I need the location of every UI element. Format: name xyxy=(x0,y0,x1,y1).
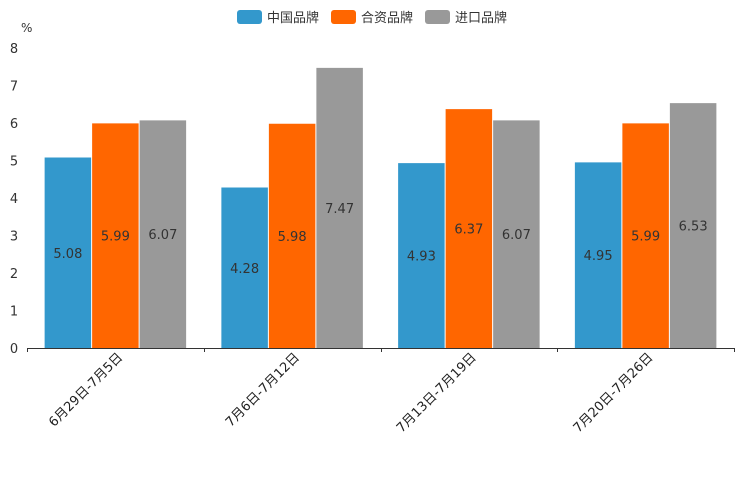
data-label: 5.98 xyxy=(278,230,307,245)
legend-swatch-china xyxy=(236,9,262,24)
bar xyxy=(44,157,92,348)
bar xyxy=(622,123,669,348)
legend-item-china[interactable]: 中国品牌 xyxy=(236,7,319,26)
legend-swatch-import xyxy=(425,9,450,24)
legend: 中国品牌 合资品牌 进口品牌 xyxy=(0,7,744,26)
data-label: 4.93 xyxy=(407,250,436,265)
y-tick-label: 5 xyxy=(10,155,18,170)
y-unit-label: % xyxy=(21,21,33,35)
bar xyxy=(669,103,717,348)
data-label: 5.08 xyxy=(53,247,82,262)
bar xyxy=(139,120,187,348)
legend-label-china: 中国品牌 xyxy=(266,11,319,26)
data-label: 5.99 xyxy=(631,230,660,245)
x-tick-label: 7月6日-7月12日 xyxy=(223,350,303,430)
legend-item-import[interactable]: 进口品牌 xyxy=(425,7,507,26)
data-label: 4.95 xyxy=(584,249,613,264)
data-label: 7.47 xyxy=(325,202,354,217)
y-tick-label: 1 xyxy=(10,305,18,320)
data-label: 4.28 xyxy=(230,262,259,277)
y-tick-label: 2 xyxy=(10,267,18,282)
data-label: 6.07 xyxy=(502,228,531,243)
y-tick-label: 4 xyxy=(10,192,18,207)
legend-item-joint[interactable]: 合资品牌 xyxy=(330,7,413,26)
data-label: 6.07 xyxy=(148,228,177,243)
x-tick-label: 7月13日-7月19日 xyxy=(394,350,480,436)
bar xyxy=(445,109,493,348)
data-label: 6.53 xyxy=(679,220,708,235)
legend-swatch-joint xyxy=(330,9,356,24)
y-tick-label: 0 xyxy=(10,342,18,357)
data-label: 6.37 xyxy=(454,223,483,238)
bar xyxy=(92,123,139,348)
bar xyxy=(493,120,540,348)
bar xyxy=(268,123,316,348)
y-tick-label: 8 xyxy=(10,42,18,57)
data-label: 5.99 xyxy=(101,230,130,245)
x-tick-label: 6月29日-7月5日 xyxy=(46,350,126,430)
bar xyxy=(398,163,445,348)
y-tick-label: 7 xyxy=(10,80,18,95)
y-tick-label: 3 xyxy=(10,230,18,245)
bar xyxy=(316,67,363,348)
x-tick-label: 7月20日-7月26日 xyxy=(571,350,657,436)
legend-label-import: 进口品牌 xyxy=(455,11,508,26)
bar xyxy=(574,162,622,348)
bar xyxy=(221,187,268,348)
y-tick-label: 6 xyxy=(10,117,18,132)
legend-label-joint: 合资品牌 xyxy=(360,11,413,26)
